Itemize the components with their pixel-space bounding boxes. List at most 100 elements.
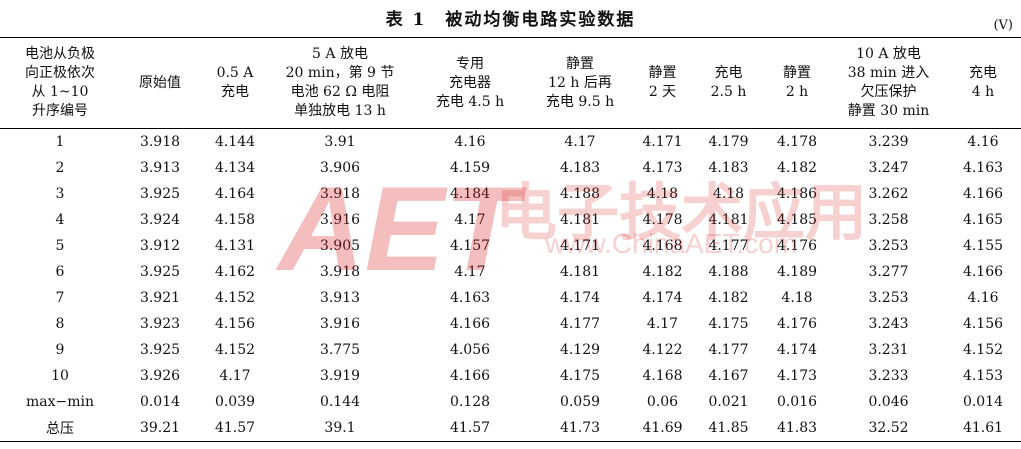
- table-cell: 41.69: [642, 420, 683, 436]
- table-cell: 5: [55, 238, 65, 254]
- table-cell: 3.925: [139, 186, 181, 202]
- header-line: 12 h 后再: [548, 74, 612, 91]
- table-cell: 3.913: [319, 290, 361, 306]
- table-cell: 4.165: [962, 212, 1004, 228]
- table-cell: 4.056: [449, 342, 491, 358]
- table-cell: 3.258: [868, 212, 909, 228]
- table-cell: 41.73: [559, 420, 601, 436]
- header-line: 静置: [783, 65, 811, 81]
- table-cell: 0.014: [139, 394, 181, 410]
- table-header: 电池从负极 向正极依次从 1~10 升序编号 原始值 0.5 A 充电 5 A 放电 20 m…: [0, 37, 1021, 129]
- header-cell: 静置 12 h 后再 充电 9.5 h: [530, 38, 630, 129]
- table-cell: 4.156: [962, 316, 1004, 332]
- header-line: 专用: [456, 55, 484, 72]
- table-cell: 4.152: [214, 290, 256, 306]
- table-cell: 3.247: [868, 160, 909, 176]
- table-cell: 1: [55, 134, 65, 150]
- table-cell: 3.239: [868, 134, 909, 150]
- header-line: 2.5 h: [710, 84, 747, 100]
- header-row: 电池从负极 向正极依次从 1~10 升序编号 原始值 0.5 A 充电 5 A 放电 20 m…: [0, 37, 1021, 129]
- table-cell: 6: [55, 264, 65, 280]
- header-line: 静置: [566, 55, 594, 72]
- table-cell: 3.916: [319, 316, 361, 332]
- table-cell: 0.059: [559, 394, 601, 410]
- table-cell: 3.91: [324, 134, 356, 150]
- header-cell: 5 A 放电 20 min，第 9 节电池 62 Ω 电阻 单独放电 13 h: [270, 38, 410, 129]
- table-cell: 8: [55, 316, 65, 332]
- table-cell: 9: [55, 342, 65, 358]
- header-line: 静置: [648, 65, 677, 81]
- header-line: 充电 4.5 h: [435, 93, 505, 110]
- table-cell: 3.918: [319, 264, 361, 280]
- table-cell: 3.926: [139, 368, 181, 384]
- table-cell: 4.181: [559, 212, 601, 228]
- table-cell: 39.21: [139, 420, 181, 436]
- table-cell: 4.152: [214, 342, 256, 358]
- header-line: 2 天: [648, 84, 677, 100]
- table-cell: 4.183: [559, 160, 601, 176]
- header-line: 10 A 放电: [856, 46, 921, 62]
- table-row: 3 3.925 4.164 3.918 4.184 4.188 4.18 4.18 4.186 3…: [0, 181, 1021, 207]
- table-cell: 3.253: [868, 238, 909, 254]
- table-row: 6 3.925 4.162 3.918 4.17 4.181 4.182 4.188 4.189…: [0, 259, 1021, 285]
- table-cell: 4.175: [559, 368, 601, 384]
- table-cell: 4.158: [214, 212, 256, 228]
- table-cell: 3.918: [139, 134, 181, 150]
- table-cell: 4.16: [454, 134, 486, 150]
- table-row: 4 3.924 4.158 3.916 4.17 4.181 4.178 4.181 4.185…: [0, 207, 1021, 233]
- table-cell: 4.173: [776, 368, 818, 384]
- header-line: 充电 9.5 h: [545, 93, 615, 110]
- table-cell: 3.925: [139, 264, 181, 280]
- table-cell: 4.183: [708, 160, 749, 176]
- table-cell: 4.153: [962, 368, 1004, 384]
- table-cell: 10: [51, 368, 69, 384]
- table-row: 10 3.926 4.17 3.919 4.166 4.175 4.168 4.167 4.17…: [0, 363, 1021, 389]
- table-cell: 41.85: [708, 420, 749, 436]
- table-cell: 3.253: [868, 290, 909, 306]
- table-row: 9 3.925 4.152 3.775 4.056 4.129 4.122 4.177 4.17…: [0, 337, 1021, 363]
- table-body: 1 3.918 4.144 3.91 4.16 4.17 4.171 4.179 4.178 3.…: [0, 129, 1021, 442]
- header-line: 充电: [969, 65, 997, 81]
- table-cell: 4.155: [962, 238, 1004, 254]
- table-cell: 3.906: [319, 160, 361, 176]
- table-cell: 4.17: [454, 212, 486, 228]
- table-cell: 4.166: [962, 264, 1004, 280]
- header-line: 单独放电 13 h: [294, 103, 386, 119]
- table-cell: 4.162: [214, 264, 256, 280]
- table-cell: 4.163: [962, 160, 1004, 176]
- table-cell: 3.919: [319, 368, 361, 384]
- table-cell: 4.18: [712, 186, 745, 202]
- table-cell: 3.916: [319, 212, 361, 228]
- table-row: max−min 0.014 0.039 0.144 0.128 0.059 0.06 0.02…: [0, 389, 1021, 415]
- table-cell: 3.913: [139, 160, 181, 176]
- table-cell: 总压: [46, 421, 74, 437]
- header-cell: 电池从负极 向正极依次从 1~10 升序编号: [0, 38, 120, 129]
- table-title: 表 1 被动均衡电路实验数据: [385, 10, 636, 30]
- header-cell: 原始值: [120, 38, 200, 129]
- table-cell: 4.177: [708, 238, 749, 254]
- table-cell: 4.186: [776, 186, 818, 202]
- header-line: 电池从负极: [25, 46, 95, 62]
- table-cell: 41.57: [214, 420, 256, 436]
- table-cell: 4.178: [776, 134, 818, 150]
- header-line: 充电: [221, 84, 249, 100]
- data-table: 电池从负极 向正极依次从 1~10 升序编号 原始值 0.5 A 充电 5 A 放电 20 m…: [0, 37, 1021, 442]
- table-cell: 4.176: [776, 238, 818, 254]
- header-line: 0.5 A: [216, 65, 254, 81]
- table-cell: 0.014: [962, 394, 1004, 410]
- table-cell: 41.57: [449, 420, 491, 436]
- header-line: 2 h: [785, 84, 809, 100]
- table-cell: 4.157: [449, 238, 491, 254]
- table-cell: 4.17: [219, 368, 251, 384]
- table-cell: 0.128: [449, 394, 491, 410]
- table-cell: 3.775: [319, 342, 361, 358]
- header-line: 静置 30 min: [847, 103, 930, 119]
- table-cell: 4.173: [642, 160, 683, 176]
- header-line: 原始值: [139, 74, 181, 91]
- table-cell: 4.156: [214, 316, 256, 332]
- table-cell: 3.905: [319, 238, 361, 254]
- table-cell: 4.159: [449, 160, 491, 176]
- table-cell: 4.184: [449, 186, 491, 202]
- table-cell: 4.171: [642, 134, 683, 150]
- table-cell: 4.166: [962, 186, 1004, 202]
